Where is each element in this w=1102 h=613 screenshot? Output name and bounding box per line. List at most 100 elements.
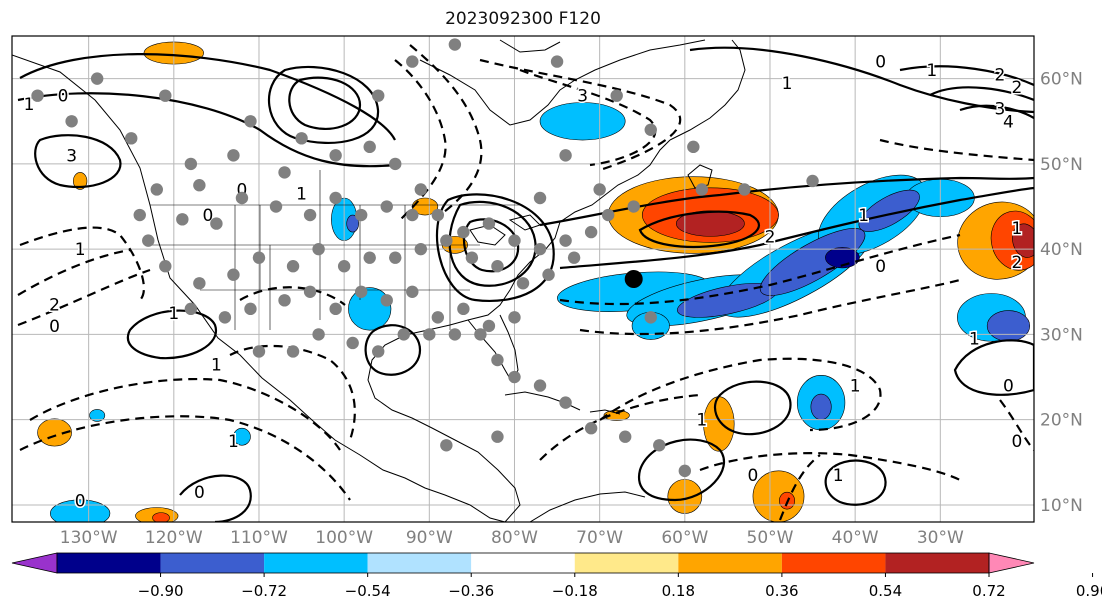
- anomaly-patch: [858, 189, 920, 232]
- contour-label: 1: [833, 466, 844, 486]
- longitude-tick-label: 40°W: [832, 528, 879, 545]
- coastline-hudson: [419, 39, 706, 126]
- station-dot: [354, 285, 368, 298]
- station-dot: [227, 149, 240, 162]
- longitude-tick-label: 30°W: [917, 528, 964, 545]
- station-dot: [414, 183, 427, 196]
- contour-label: 2: [1012, 253, 1023, 273]
- contour-positive: [638, 210, 760, 248]
- station-dot: [329, 149, 342, 162]
- contour-label: 4: [1003, 112, 1014, 132]
- contour-positive: [288, 76, 362, 130]
- contour-positive: [364, 324, 422, 376]
- station-dot: [423, 328, 436, 341]
- map-title: 2023092300 F120: [445, 9, 601, 29]
- anomaly-patch: [233, 427, 251, 446]
- contour-label: 0: [75, 492, 86, 512]
- longitude-tick-label: 50°W: [747, 528, 794, 545]
- station-dots: [31, 38, 819, 478]
- station-dot: [193, 277, 206, 290]
- station-dot: [142, 234, 155, 247]
- station-dot: [354, 208, 368, 222]
- station-dot: [516, 277, 530, 290]
- contour-positive: [929, 86, 1034, 102]
- coastline-islands-arctic: [499, 39, 561, 53]
- station-dot: [533, 191, 547, 205]
- station-dot: [508, 311, 521, 324]
- anomaly-patch: [825, 247, 860, 269]
- station-dot: [312, 328, 325, 341]
- station-dot: [346, 336, 359, 350]
- contour-label: 1: [168, 304, 179, 324]
- anomaly-patch: [73, 172, 88, 190]
- station-dot: [440, 439, 453, 452]
- contour-negative: [699, 452, 961, 481]
- contour-label: 1: [24, 95, 35, 115]
- station-dot: [431, 311, 445, 324]
- station-dot: [678, 464, 692, 478]
- contour-label: 1: [296, 185, 307, 205]
- station-dot: [329, 302, 342, 316]
- station-dot: [474, 328, 487, 341]
- station-dot: [542, 268, 555, 281]
- anomaly-patch: [986, 310, 1031, 342]
- station-dot: [210, 217, 223, 230]
- colorbar-tick-label: −0.36: [448, 582, 494, 600]
- station-dot: [65, 115, 78, 128]
- station-dot: [235, 191, 249, 205]
- colorbar-cell: [678, 553, 782, 573]
- contour-negative: [409, 44, 483, 216]
- station-dot: [738, 183, 751, 196]
- coastline-labrador: [669, 39, 746, 141]
- colorbar-outline: [56, 552, 990, 574]
- station-dot: [627, 200, 640, 213]
- station-dot: [431, 208, 445, 222]
- colorbar-tick-labels: −0.90 −0.72 −0.54 −0.36 −0.18 0.18 0.36 0.54 0.7…: [138, 573, 1102, 600]
- contour-label: 1: [696, 411, 707, 431]
- latitude-tick-label: 60°N: [1040, 70, 1083, 90]
- colorbar-cell: [57, 553, 161, 573]
- contour-label: 3: [995, 99, 1006, 119]
- anomaly-patch: [759, 228, 866, 296]
- coastline-north-america: [12, 54, 506, 522]
- anomaly-patch: [346, 214, 359, 233]
- coastline-hispaniola: [589, 409, 621, 415]
- anomaly-patch: [89, 409, 106, 422]
- station-dot: [491, 430, 504, 443]
- negative-height-anomaly-contours: [17, 44, 1034, 521]
- contour-positive: [637, 438, 726, 502]
- contour-positive: [713, 380, 792, 436]
- anomaly-shading: [37, 41, 1034, 522]
- station-dot: [184, 157, 198, 171]
- contour-label: 2: [1012, 78, 1023, 98]
- contour-positive: [17, 92, 396, 168]
- colorbar-tick-label: 0.18: [662, 582, 695, 600]
- station-dot: [363, 140, 376, 154]
- station-dot: [286, 260, 300, 273]
- longitude-tick-label: 120°W: [145, 528, 203, 545]
- station-dot: [380, 294, 393, 307]
- station-dot: [278, 294, 291, 307]
- colorbar-cells: [11, 552, 1035, 574]
- latitude-tick-label: 10°N: [1040, 496, 1083, 516]
- height-anomaly-contours: [17, 46, 1034, 522]
- station-dot: [244, 115, 257, 128]
- contour-label: 0: [58, 87, 69, 107]
- contour-positive: [559, 186, 1034, 270]
- station-dot: [252, 251, 266, 264]
- station-dot: [457, 225, 470, 239]
- station-dot: [397, 328, 410, 341]
- station-dot: [482, 319, 496, 333]
- station-dot: [508, 370, 521, 384]
- contour-label: 2: [995, 65, 1006, 85]
- station-dot: [687, 140, 700, 154]
- colorbar-cell: [781, 553, 886, 573]
- contour-label: 1: [211, 355, 222, 375]
- contour-negative: [19, 226, 145, 301]
- station-dot: [619, 430, 632, 443]
- contour-label: 1: [1012, 219, 1023, 239]
- colorbar-cell: [471, 553, 575, 573]
- latitude-tick-label: 40°N: [1040, 240, 1083, 260]
- station-dot: [465, 251, 479, 264]
- station-dot: [218, 311, 232, 324]
